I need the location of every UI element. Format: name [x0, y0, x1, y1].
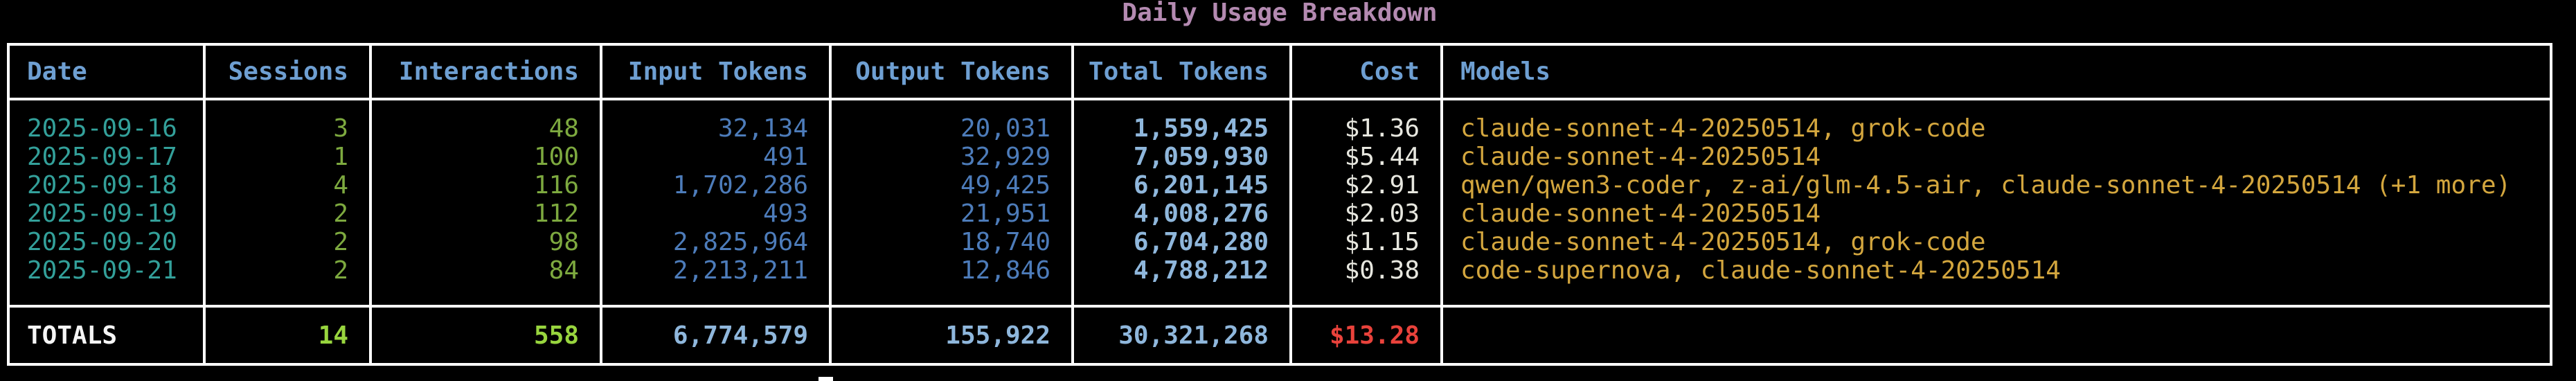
cell-cost: $1.36 [1344, 114, 1420, 143]
cell-sessions: 3 [333, 114, 348, 143]
cell-models: claude-sonnet-4-20250514, grok-code [1460, 228, 1986, 256]
cell-output-tokens: 20,031 [960, 114, 1050, 143]
daily-usage-table: Date Sessions Interactions Input Tokens … [7, 43, 2552, 366]
cell-output-tokens: 12,846 [960, 256, 1050, 285]
cell-output-tokens: 18,740 [960, 228, 1050, 256]
cell-cost: $2.91 [1344, 171, 1420, 200]
cell-cost: $2.03 [1344, 200, 1420, 228]
cell-total-tokens: 6,201,145 [1133, 171, 1269, 200]
cell-input-tokens: 2,825,964 [672, 228, 808, 256]
body-column-interactions: 48 100 116 112 98 84 [372, 100, 602, 305]
totals-input-tokens: 6,774,579 [602, 308, 832, 363]
totals-output-tokens: 155,922 [832, 308, 1074, 363]
cell-cost: $0.38 [1344, 256, 1420, 285]
cell-total-tokens: 1,559,425 [1133, 114, 1269, 143]
cell-date: 2025-09-20 [27, 228, 177, 256]
cell-interactions: 112 [533, 200, 579, 228]
body-column-input-tokens: 32,134 491 1,702,286 493 2,825,964 2,213,211 [602, 100, 832, 305]
body-column-cost: $1.36 $5.44 $2.91 $2.03 $1.15 $0.38 [1292, 100, 1443, 305]
cell-input-tokens: 491 [762, 143, 808, 171]
cell-cost: $5.44 [1344, 143, 1420, 171]
cell-date: 2025-09-17 [27, 143, 177, 171]
cell-cost: $1.15 [1344, 228, 1420, 256]
cell-input-tokens: 32,134 [717, 114, 808, 143]
column-header-cost: Cost [1292, 46, 1443, 98]
body-column-date: 2025-09-16 2025-09-17 2025-09-18 2025-09-19… [10, 100, 206, 305]
cell-total-tokens: 4,008,276 [1133, 200, 1269, 228]
cell-input-tokens: 2,213,211 [672, 256, 808, 285]
cell-models: code-supernova, claude-sonnet-4-20250514 [1460, 256, 2061, 285]
column-header-interactions: Interactions [372, 46, 602, 98]
cell-input-tokens: 1,702,286 [672, 171, 808, 200]
cell-models: claude-sonnet-4-20250514, grok-code [1460, 114, 1986, 143]
body-column-models: claude-sonnet-4-20250514, grok-code claud… [1443, 100, 2550, 305]
cell-date: 2025-09-19 [27, 200, 177, 228]
cell-models: qwen/qwen3-coder, z-ai/glm-4.5-air, clau… [1460, 171, 2512, 200]
cell-interactions: 116 [533, 171, 579, 200]
cell-sessions: 2 [333, 228, 348, 256]
cell-sessions: 1 [333, 143, 348, 171]
cell-sessions: 2 [333, 256, 348, 285]
cell-sessions: 2 [333, 200, 348, 228]
column-header-date: Date [10, 46, 206, 98]
cell-input-tokens: 493 [762, 200, 808, 228]
cell-total-tokens: 4,788,212 [1133, 256, 1269, 285]
cell-date: 2025-09-18 [27, 171, 177, 200]
totals-label: TOTALS [10, 308, 206, 363]
cell-models: claude-sonnet-4-20250514 [1460, 143, 1821, 171]
cell-models: claude-sonnet-4-20250514 [1460, 200, 1821, 228]
totals-models [1443, 308, 2550, 363]
totals-sessions: 14 [206, 308, 372, 363]
cell-interactions: 48 [548, 114, 579, 143]
page-title: Daily Usage Breakdown [1122, 0, 1438, 27]
totals-cost: $13.28 [1292, 308, 1443, 363]
cell-interactions: 100 [533, 143, 579, 171]
cell-interactions: 98 [548, 228, 579, 256]
column-header-models: Models [1460, 57, 1551, 86]
cell-date: 2025-09-16 [27, 114, 177, 143]
table-header-row: Date Sessions Interactions Input Tokens … [10, 46, 2550, 100]
cell-interactions: 84 [548, 256, 579, 285]
body-column-total-tokens: 1,559,425 7,059,930 6,201,145 4,008,276 6,70… [1074, 100, 1292, 305]
cell-sessions: 4 [333, 171, 348, 200]
body-column-output-tokens: 20,031 32,929 49,425 21,951 18,740 12,846 [832, 100, 1074, 305]
terminal-cursor [819, 377, 833, 381]
totals-total-tokens: 30,321,268 [1074, 308, 1292, 363]
totals-row: TOTALS 14 558 6,774,579 155,922 30,321,2… [10, 305, 2550, 363]
column-header-sessions: Sessions [206, 46, 372, 98]
cell-total-tokens: 7,059,930 [1133, 143, 1269, 171]
column-header-input-tokens: Input Tokens [602, 46, 832, 98]
cell-output-tokens: 49,425 [960, 171, 1050, 200]
totals-interactions: 558 [372, 308, 602, 363]
column-header-total-tokens: Total Tokens [1074, 46, 1292, 98]
cell-date: 2025-09-21 [27, 256, 177, 285]
table-body: 2025-09-16 2025-09-17 2025-09-18 2025-09-19… [10, 100, 2550, 305]
cell-output-tokens: 21,951 [960, 200, 1050, 228]
cell-total-tokens: 6,704,280 [1133, 228, 1269, 256]
column-header-output-tokens: Output Tokens [832, 46, 1074, 98]
cell-output-tokens: 32,929 [960, 143, 1050, 171]
